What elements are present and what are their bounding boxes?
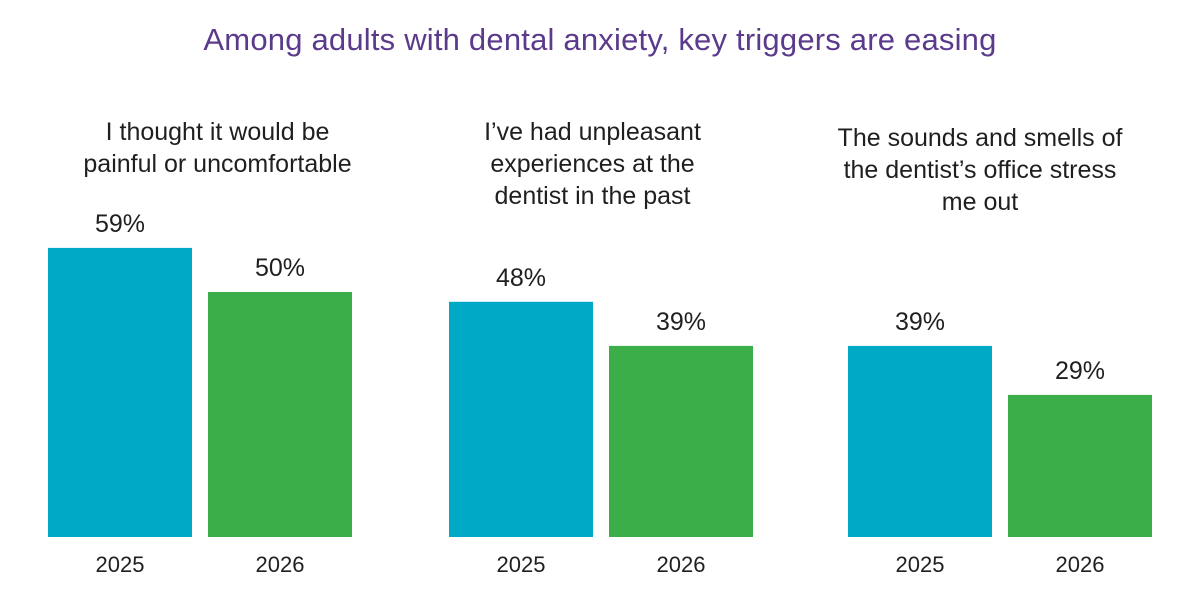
- bar-2025-panel-3: [848, 345, 992, 537]
- panel-label-unpleasant: I’ve had unpleasant experiences at the d…: [405, 116, 780, 212]
- bar-2025-panel-2: [449, 301, 593, 537]
- category-label-2025: 2025: [497, 552, 546, 577]
- category-label-2026: 2026: [657, 552, 706, 577]
- chart-title: Among adults with dental anxiety, key tr…: [203, 22, 997, 57]
- panel-label-sounds-smells: The sounds and smells of the dentist’s o…: [790, 122, 1170, 218]
- panel-label-line: painful or uncomfortable: [83, 150, 352, 178]
- value-label: 50%: [255, 254, 305, 282]
- panel-label-line: dentist in the past: [494, 182, 691, 210]
- category-label-2025: 2025: [96, 552, 145, 577]
- value-label: 48%: [496, 264, 546, 292]
- panel-label-line: I thought it would be: [105, 118, 330, 146]
- category-label-2025: 2025: [896, 552, 945, 577]
- bar-2025-panel-1: [48, 247, 192, 537]
- value-label: 29%: [1055, 357, 1105, 385]
- value-label: 59%: [95, 210, 145, 238]
- panel-label-line: The sounds and smells of: [837, 124, 1123, 152]
- bar-2026-panel-3: [1008, 394, 1152, 537]
- category-label-2026: 2026: [1056, 552, 1105, 577]
- panel-label-painful: I thought it would be painful or uncomfo…: [20, 116, 415, 180]
- panel-label-line: experiences at the: [490, 150, 695, 178]
- bar-2026-panel-1: [208, 292, 352, 537]
- panel-label-line: me out: [941, 188, 1019, 216]
- panel-label-line: the dentist’s office stress: [843, 156, 1117, 184]
- value-label: 39%: [895, 308, 945, 336]
- panel-label-line: I’ve had unpleasant: [484, 118, 701, 146]
- bar-2026-panel-2: [609, 345, 753, 537]
- value-label: 39%: [656, 308, 706, 336]
- category-label-2026: 2026: [256, 552, 305, 577]
